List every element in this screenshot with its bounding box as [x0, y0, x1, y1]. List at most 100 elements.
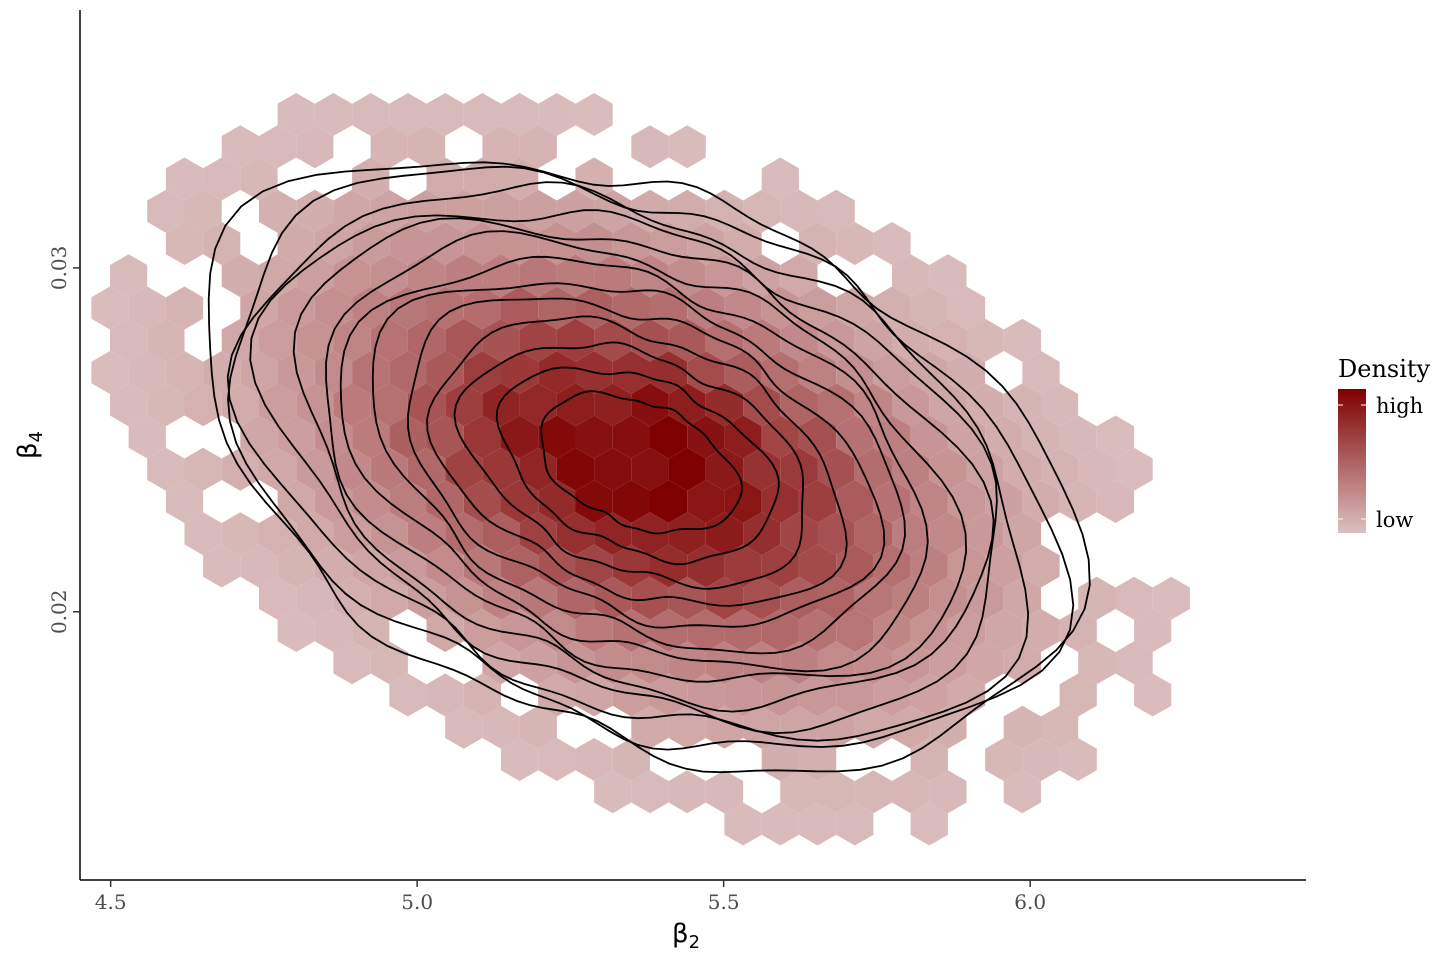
hexbin-cell	[910, 415, 948, 459]
hexbin-cell	[426, 544, 464, 588]
legend-title: Density	[1338, 355, 1431, 383]
hexbin-cell	[277, 93, 315, 136]
hexbin-cell	[798, 802, 837, 846]
hexbin-cell	[426, 222, 464, 265]
hexbin-cell	[221, 383, 259, 427]
hexbin-cell	[91, 286, 129, 330]
hexbin-cell	[370, 512, 408, 556]
hexbin-cell	[947, 544, 986, 588]
hexbin-cell	[724, 673, 762, 717]
hexbin-cell	[165, 157, 204, 201]
hexbin-cell	[836, 415, 874, 459]
density-contour	[407, 297, 886, 629]
hexbin-cell	[798, 415, 837, 459]
hexbin-cell	[798, 286, 837, 330]
hexbin-cell	[1134, 609, 1172, 652]
hexbin-cell	[538, 415, 576, 459]
hexbin-cell	[594, 189, 632, 233]
hexbin-cell	[463, 544, 501, 588]
hexbin-cell	[761, 351, 799, 394]
hexbin-cell	[910, 480, 948, 523]
hexbin-cell	[538, 222, 576, 265]
hexbin-cell	[407, 512, 446, 556]
hexbin-cell	[389, 415, 427, 459]
hexbin-cell	[817, 189, 855, 233]
hexbin-cell	[370, 383, 408, 427]
hexbin-cell	[501, 93, 539, 136]
hexbin-cell	[798, 544, 837, 588]
hexbin-cell	[426, 351, 464, 394]
density-contour	[339, 255, 929, 673]
hexbin-cell	[184, 447, 222, 491]
hexbin-cell	[705, 705, 744, 749]
hexbin-cell	[296, 254, 334, 298]
hexbin-cell	[929, 447, 967, 491]
hexbin-cell	[705, 383, 744, 427]
hexbin-cell	[1059, 480, 1097, 523]
hexbin-cell	[221, 125, 259, 169]
hexbin-cell	[650, 222, 688, 265]
hexbin-cell	[370, 641, 408, 685]
hexbin-cell	[873, 222, 911, 265]
hexbin-cell	[463, 93, 501, 136]
hexbin-cell	[259, 383, 297, 427]
hexbin-cell	[575, 222, 613, 265]
x-tick-label: 5.5	[708, 890, 740, 914]
hexbin-cell	[687, 609, 725, 652]
y-tick-label: 0.03	[47, 246, 71, 291]
hexbin-cell	[892, 254, 930, 298]
hexbin-cell	[743, 254, 781, 298]
hexbin-cell	[389, 222, 427, 265]
hexbin-cell	[184, 512, 222, 556]
density-contour	[226, 181, 1030, 742]
hexbin-cell	[743, 705, 781, 749]
contour-layer	[207, 161, 1091, 774]
hexbin-cell	[650, 480, 688, 523]
hexbin-cell	[966, 447, 1004, 491]
hexbin-cell	[128, 351, 166, 394]
hexbin-cell	[780, 447, 818, 491]
x-tick-label: 6.0	[1014, 890, 1046, 914]
hexbin-cell	[947, 286, 986, 330]
hexbin-cell	[203, 157, 241, 201]
hexbin-cell	[445, 318, 483, 362]
hexbin-cell	[705, 512, 744, 556]
hexbin-cell	[892, 512, 930, 556]
hexbin-cell	[798, 480, 837, 523]
hexbin-cell	[296, 383, 334, 427]
hexbin-cell	[724, 544, 762, 588]
hexbin-cell	[463, 415, 501, 459]
legend-label-low: low	[1376, 508, 1413, 532]
hexbin-cell	[296, 125, 334, 169]
hexbin-cell	[892, 641, 930, 685]
hexbin-cell	[836, 480, 874, 523]
hexbin-cell	[817, 641, 855, 685]
hexbin-cell	[687, 480, 725, 523]
x-axis-title: β2	[672, 919, 700, 953]
hexbin-cell	[501, 544, 539, 588]
hexbin-cell	[1003, 318, 1041, 362]
hexbin-cell	[1096, 415, 1135, 459]
hexbin-cell	[277, 415, 315, 459]
hexbin-cell	[724, 222, 762, 265]
hexbin-cell	[612, 673, 650, 717]
hexbin-cell	[743, 512, 781, 556]
hexbin-cell	[612, 480, 650, 523]
hexbin-cell	[780, 318, 818, 362]
hexbin-cell	[556, 512, 595, 556]
hexbin-cell	[705, 770, 744, 814]
hexbin-cell	[538, 738, 576, 781]
hexbin-cell	[743, 318, 781, 362]
hexbin-cell	[519, 705, 557, 749]
hexbin-cell	[296, 318, 334, 362]
hexbin-cell	[1152, 576, 1190, 620]
hexbin-cell	[947, 609, 986, 652]
hexbin-cell	[538, 351, 576, 394]
hexbin-cell	[445, 189, 483, 233]
hexbin-cell	[854, 383, 892, 427]
hexbin-cell	[1022, 609, 1060, 652]
hexbin-cell	[221, 512, 259, 556]
density-contour	[540, 390, 743, 535]
hexbin-cell	[184, 383, 222, 427]
hexbin-cell	[836, 609, 874, 652]
